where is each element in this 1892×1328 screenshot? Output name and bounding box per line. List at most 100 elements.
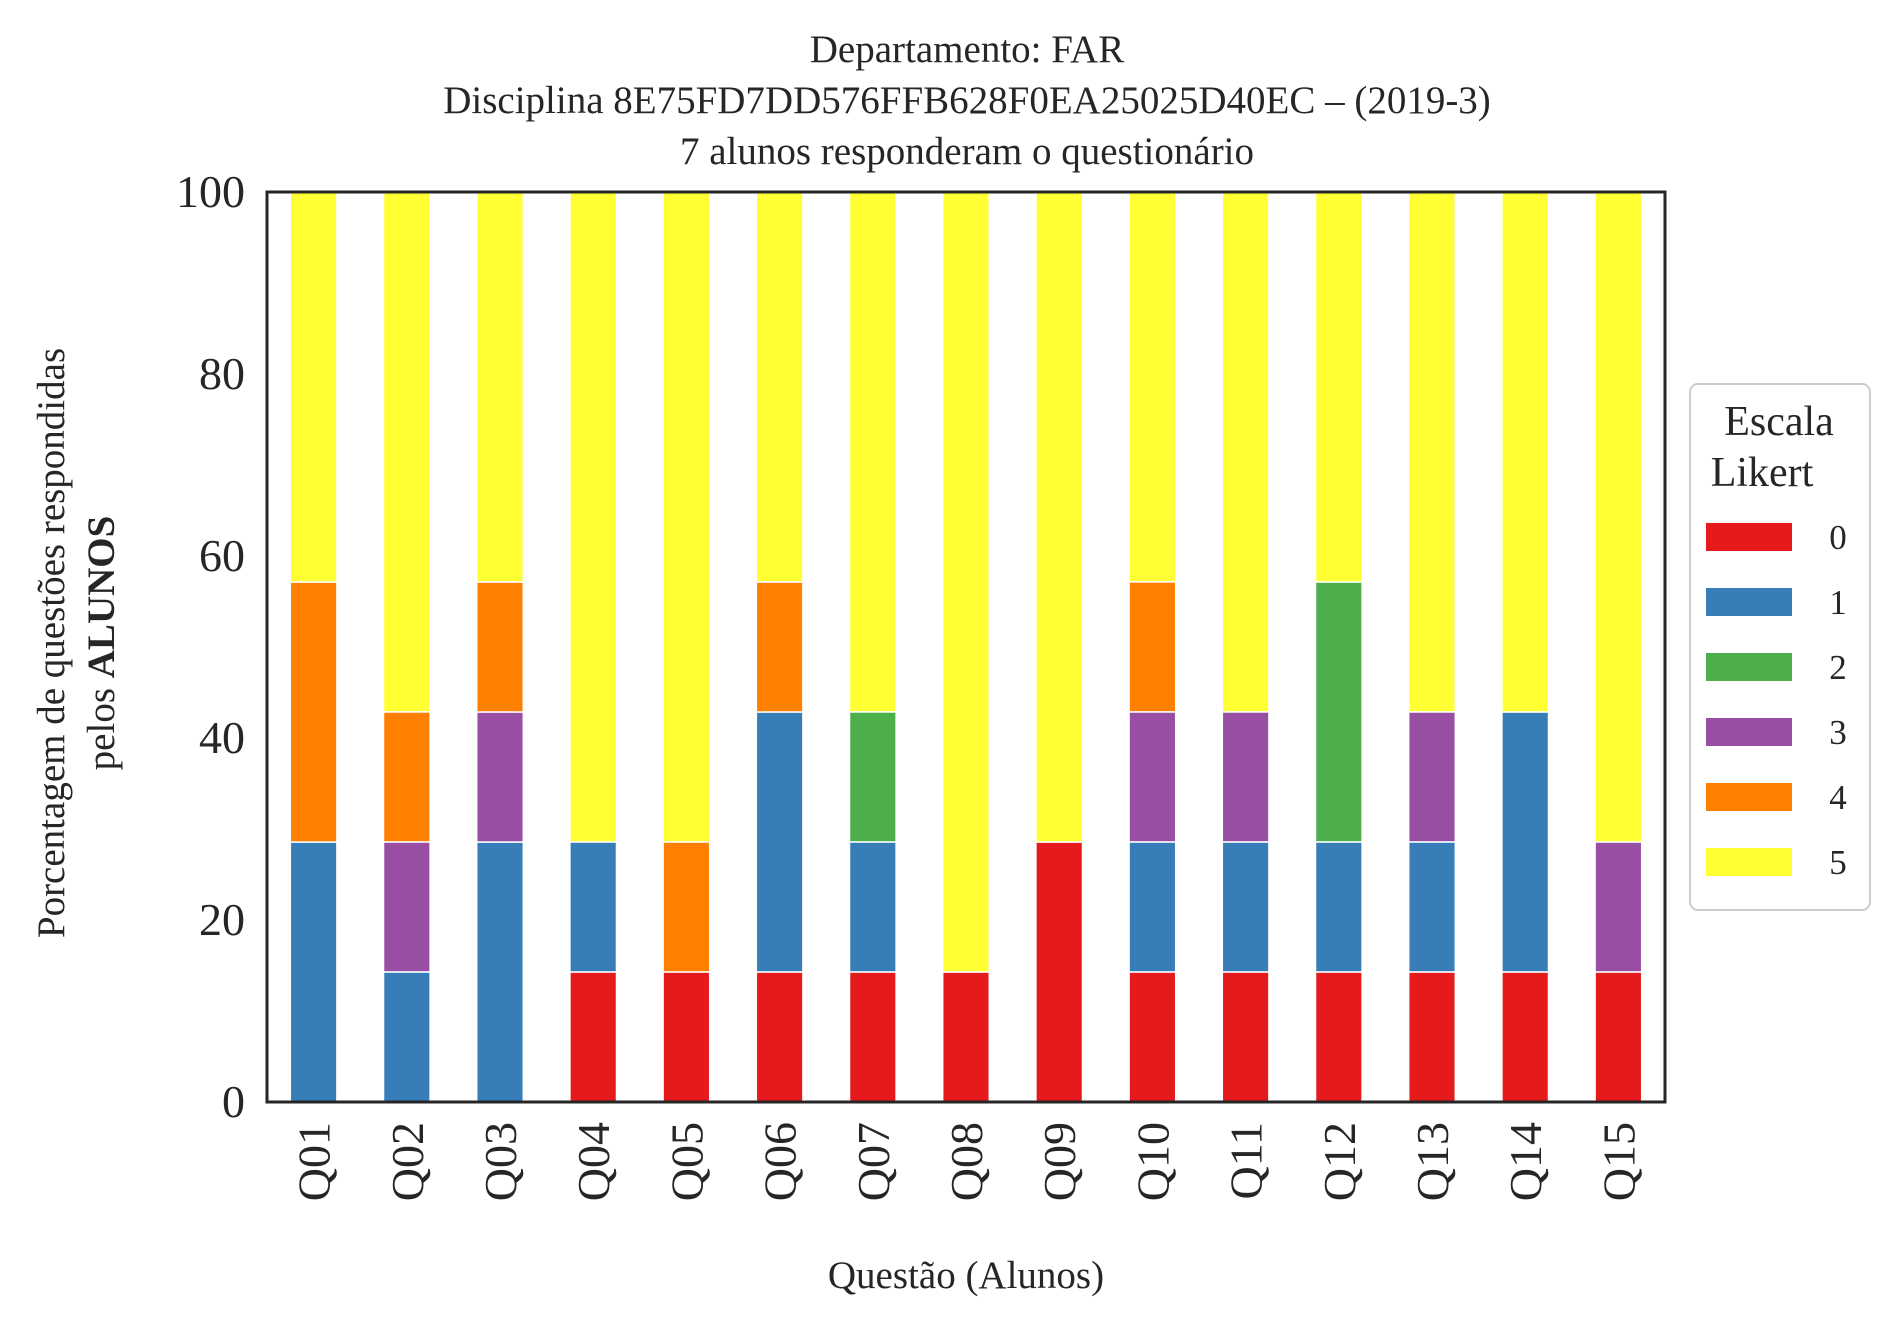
plot-frame bbox=[265, 190, 1667, 1104]
x-tick-label: Q05 bbox=[661, 1122, 712, 1201]
x-tick-label: Q04 bbox=[568, 1122, 619, 1201]
bar-q12-escala-0 bbox=[1314, 971, 1363, 1103]
bar-q03-escala-3 bbox=[475, 711, 525, 843]
bar-q10-escala-1 bbox=[1128, 841, 1177, 973]
chart-title: Departamento: FAR Disciplina 8E75FD7DD57… bbox=[443, 28, 1491, 173]
y-tick-label: 60 bbox=[199, 530, 245, 581]
bar-q11-escala-3 bbox=[1221, 711, 1270, 843]
bar-q14-escala-5 bbox=[1501, 191, 1550, 713]
legend-label-1: 1 bbox=[1829, 583, 1847, 622]
y-axis-label-prefix: pelos bbox=[80, 678, 123, 770]
legend-label-4: 4 bbox=[1829, 778, 1847, 817]
bar-q05-escala-5 bbox=[662, 191, 711, 843]
bar-q12-escala-2 bbox=[1314, 581, 1363, 843]
bar-q15-escala-5 bbox=[1594, 191, 1643, 843]
bar-q13-escala-0 bbox=[1407, 971, 1457, 1103]
x-tick-label: Q13 bbox=[1407, 1122, 1458, 1201]
y-tick-label: 0 bbox=[222, 1076, 245, 1127]
bar-q11-escala-1 bbox=[1221, 841, 1270, 973]
bar-q13-escala-5 bbox=[1407, 191, 1457, 713]
y-tick-label: 20 bbox=[199, 894, 245, 945]
bar-q05-escala-0 bbox=[662, 971, 711, 1103]
legend-swatch-5 bbox=[1706, 848, 1792, 876]
bar-q07-escala-5 bbox=[848, 191, 897, 713]
legend-title-line-1: Escala bbox=[1724, 399, 1834, 445]
y-axis-ticks: 0 20 40 60 80 100 bbox=[176, 166, 245, 1127]
bar-q06-escala-5 bbox=[755, 191, 804, 583]
y-axis-label-line-2: pelos ALUNOS bbox=[80, 516, 123, 771]
bar-q08-escala-0 bbox=[941, 971, 991, 1103]
x-tick-label: Q07 bbox=[848, 1122, 899, 1201]
legend-swatch-0 bbox=[1706, 523, 1792, 551]
bar-q10-escala-0 bbox=[1128, 971, 1177, 1103]
bar-q04-escala-0 bbox=[569, 971, 618, 1103]
x-tick-label: Q11 bbox=[1221, 1122, 1272, 1200]
legend-swatch-2 bbox=[1706, 653, 1792, 681]
bars bbox=[289, 191, 1643, 1103]
bar-q01-escala-1 bbox=[289, 841, 338, 1103]
legend-swatch-4 bbox=[1706, 783, 1792, 811]
legend-title-line-2: Likert bbox=[1711, 450, 1814, 496]
x-tick-label: Q09 bbox=[1034, 1122, 1085, 1201]
bar-q13-escala-1 bbox=[1407, 841, 1457, 973]
bar-q06-escala-4 bbox=[755, 581, 804, 713]
x-tick-label: Q03 bbox=[475, 1122, 526, 1201]
bar-q01-escala-4 bbox=[289, 581, 338, 843]
legend-label-5: 5 bbox=[1829, 843, 1847, 882]
legend: Escala Likert 0 1 2 3 4 5 bbox=[1689, 383, 1871, 911]
y-tick-label: 100 bbox=[176, 166, 245, 217]
bar-q15-escala-0 bbox=[1594, 971, 1643, 1103]
bar-q07-escala-0 bbox=[848, 971, 897, 1103]
x-tick-label: Q01 bbox=[289, 1122, 340, 1201]
bar-q07-escala-1 bbox=[848, 841, 897, 973]
x-axis-label: Questão (Alunos) bbox=[828, 1254, 1104, 1297]
bar-q03-escala-5 bbox=[475, 191, 525, 583]
bar-q02-escala-4 bbox=[382, 711, 431, 843]
bar-q09-escala-5 bbox=[1035, 191, 1084, 843]
bar-q14-escala-1 bbox=[1501, 711, 1550, 973]
bar-q06-escala-0 bbox=[755, 971, 804, 1103]
x-tick-label: Q15 bbox=[1593, 1122, 1644, 1201]
x-tick-label: Q06 bbox=[755, 1122, 806, 1201]
bar-q05-escala-4 bbox=[662, 841, 711, 973]
x-tick-label: Q02 bbox=[382, 1122, 433, 1201]
title-line-1: Departamento: FAR bbox=[810, 28, 1124, 71]
bar-q15-escala-3 bbox=[1594, 841, 1643, 973]
x-tick-label: Q12 bbox=[1314, 1122, 1365, 1201]
bar-q10-escala-4 bbox=[1128, 581, 1177, 713]
y-axis-label-line-1: Porcentagem de questões respondidas bbox=[30, 348, 73, 938]
y-tick-label: 80 bbox=[199, 348, 245, 399]
bar-q07-escala-2 bbox=[848, 711, 897, 843]
legend-label-2: 2 bbox=[1829, 648, 1847, 687]
bar-q14-escala-0 bbox=[1501, 971, 1550, 1103]
legend-label-0: 0 bbox=[1829, 518, 1847, 557]
bar-q12-escala-5 bbox=[1314, 191, 1363, 583]
bar-q01-escala-5 bbox=[289, 191, 338, 583]
bar-q06-escala-1 bbox=[755, 711, 804, 973]
legend-box bbox=[1689, 383, 1871, 911]
bar-q03-escala-4 bbox=[475, 581, 525, 713]
bar-q10-escala-3 bbox=[1128, 711, 1177, 843]
bar-q12-escala-1 bbox=[1314, 841, 1363, 973]
bar-q09-escala-0 bbox=[1035, 841, 1084, 1103]
y-axis-label: Porcentagem de questões respondidas pelo… bbox=[30, 348, 123, 938]
title-line-3: 7 alunos responderam o questionário bbox=[680, 130, 1254, 173]
bar-q04-escala-1 bbox=[569, 841, 618, 973]
legend-items: 0 1 2 3 4 5 bbox=[1706, 518, 1847, 882]
bar-q02-escala-1 bbox=[382, 971, 431, 1103]
bar-q11-escala-0 bbox=[1221, 971, 1270, 1103]
bar-q03-escala-1 bbox=[475, 841, 525, 1103]
bar-q04-escala-5 bbox=[569, 191, 618, 843]
x-tick-label: Q10 bbox=[1127, 1122, 1178, 1201]
y-tick-label: 40 bbox=[199, 712, 245, 763]
legend-swatch-1 bbox=[1706, 588, 1792, 616]
bar-q02-escala-3 bbox=[382, 841, 431, 973]
bar-q08-escala-5 bbox=[941, 191, 991, 973]
bar-q02-escala-5 bbox=[382, 191, 431, 713]
x-tick-label: Q08 bbox=[941, 1122, 992, 1201]
bar-q10-escala-5 bbox=[1128, 191, 1177, 583]
bar-q13-escala-3 bbox=[1407, 711, 1457, 843]
title-line-2: Disciplina 8E75FD7DD576FFB628F0EA25025D4… bbox=[443, 79, 1491, 122]
